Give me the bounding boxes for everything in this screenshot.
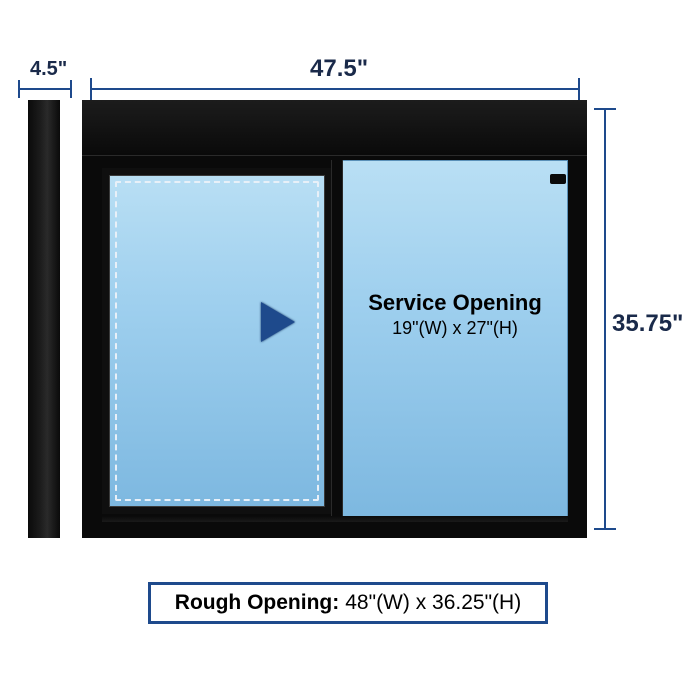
rough-opening-box: Rough Opening: 48"(W) x 36.25"(H) xyxy=(148,582,548,624)
width-dim-cap-right xyxy=(578,78,580,100)
lock-knob xyxy=(550,174,566,184)
bottom-track xyxy=(102,516,568,522)
depth-dim-line xyxy=(18,88,72,90)
play-icon[interactable] xyxy=(261,302,295,342)
top-rail xyxy=(82,100,587,156)
width-label: 47.5" xyxy=(310,55,368,83)
side-profile xyxy=(28,100,60,538)
width-dim-cap-left xyxy=(90,78,92,100)
service-opening-dim: 19"(W) x 27"(H) xyxy=(345,318,565,339)
height-dim-line xyxy=(604,108,606,530)
height-label: 35.75" xyxy=(612,310,683,338)
height-dim-cap-top xyxy=(594,108,616,110)
right-pane xyxy=(340,160,568,518)
rough-opening-value: 48"(W) x 36.25"(H) xyxy=(345,591,521,615)
service-opening-title: Service Opening xyxy=(345,290,565,316)
rough-opening-label: Rough Opening: xyxy=(175,591,339,615)
depth-dim-cap-right xyxy=(70,80,72,98)
left-pane xyxy=(102,168,332,514)
center-mullion xyxy=(332,160,342,518)
depth-label: 4.5" xyxy=(30,58,67,81)
depth-dim-cap-left xyxy=(18,80,20,98)
height-dim-cap-bot xyxy=(594,528,616,530)
width-dim-line xyxy=(90,88,580,90)
